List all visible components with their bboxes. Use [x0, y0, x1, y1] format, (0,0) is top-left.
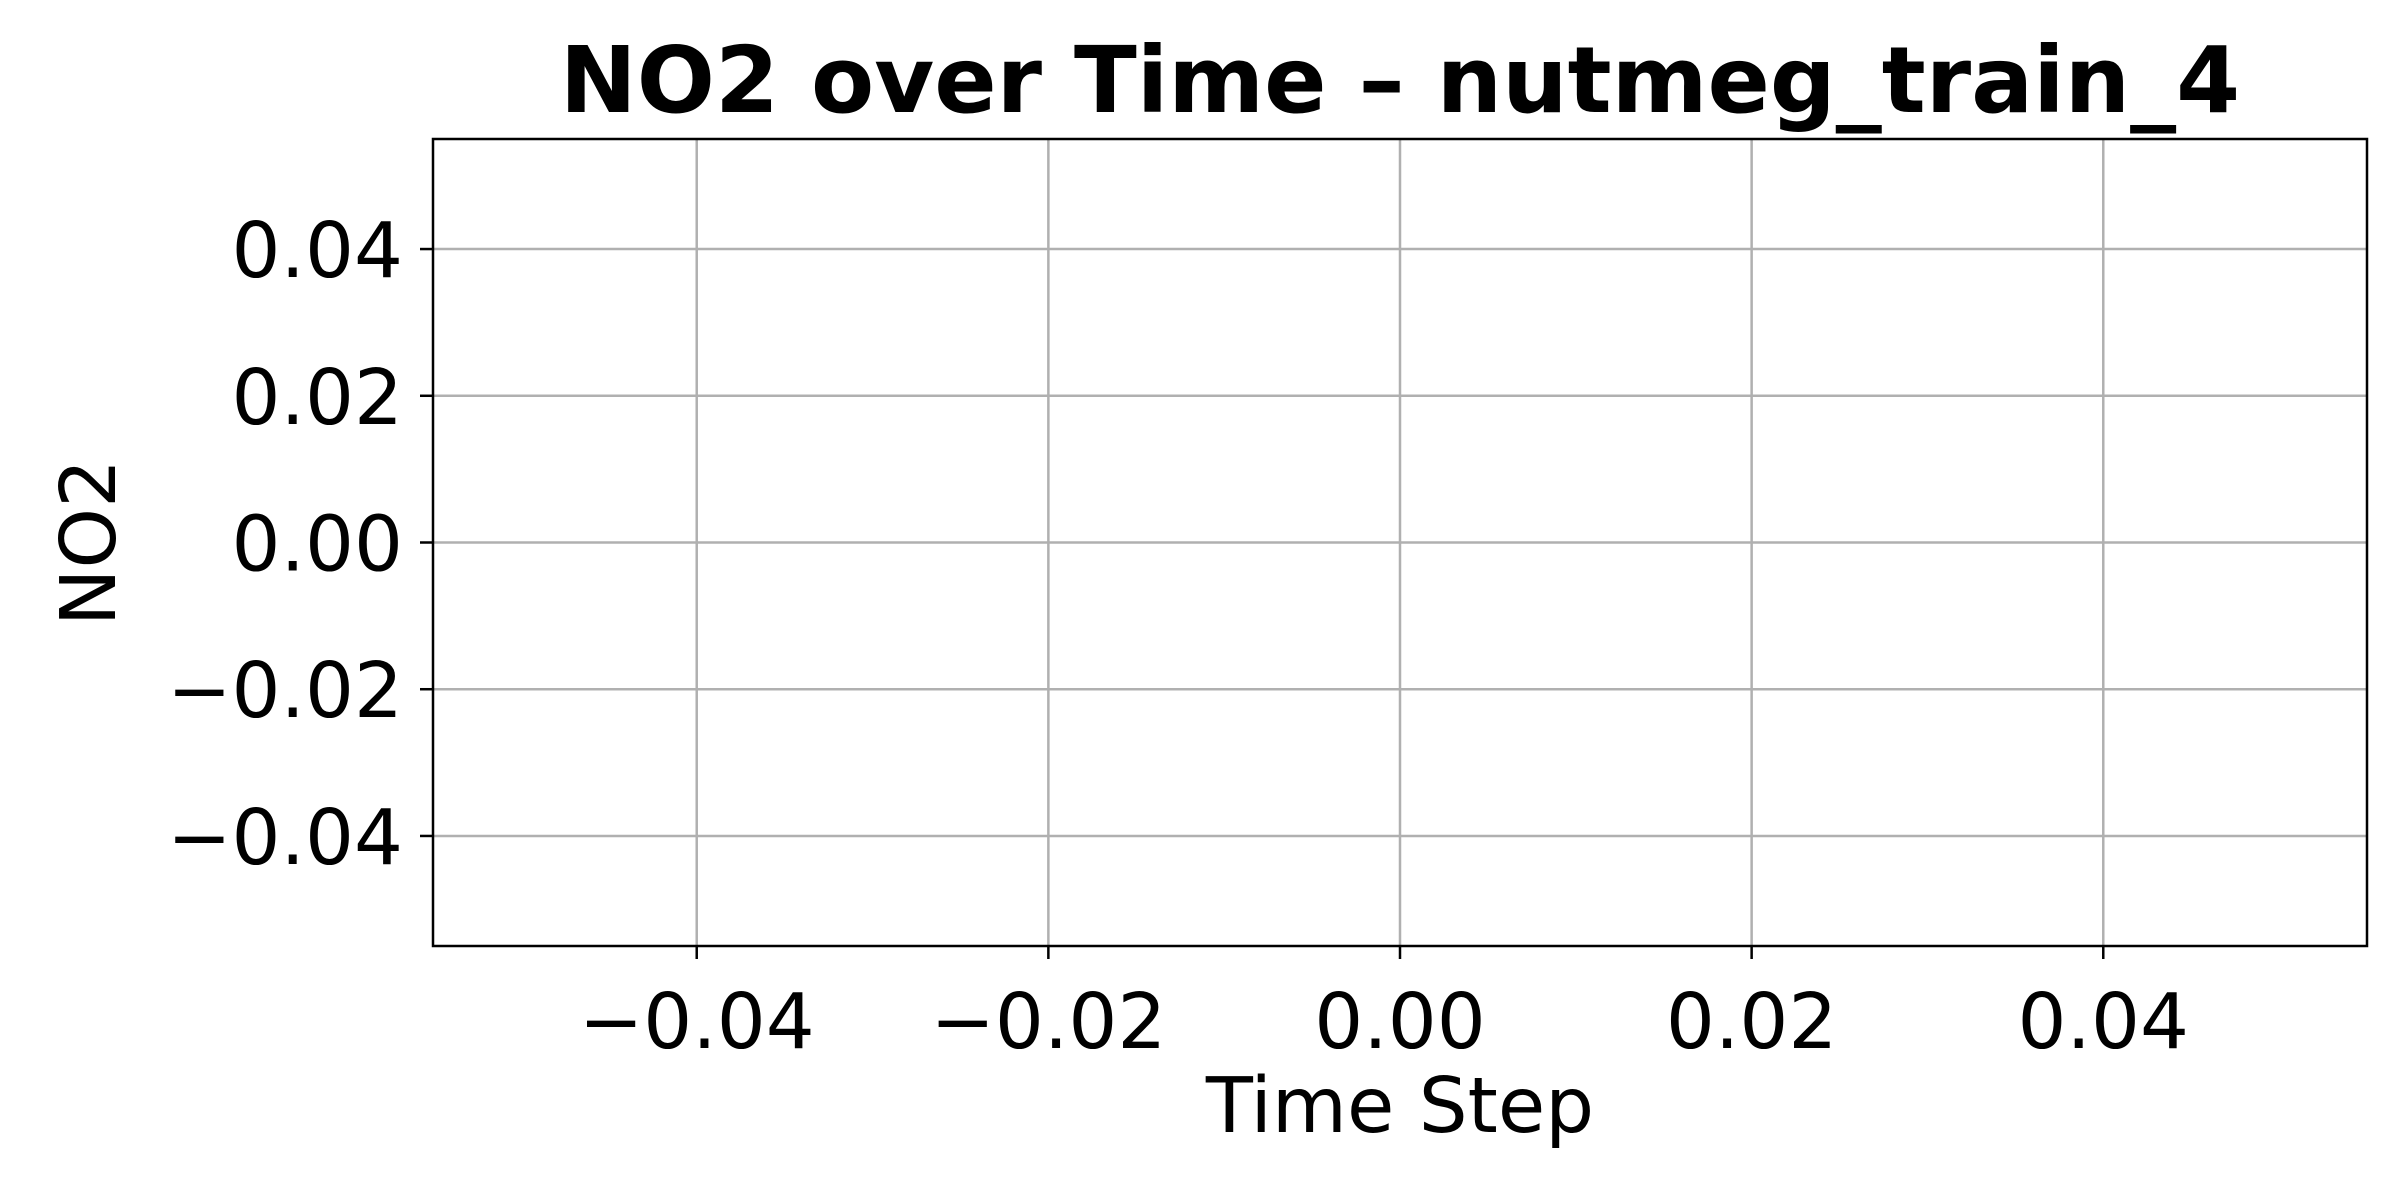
x-tick-label: −0.04: [579, 978, 815, 1067]
y-tick-label: −0.04: [167, 794, 403, 883]
y-tick-label: −0.02: [167, 647, 403, 736]
x-axis-label: Time Step: [1205, 1062, 1594, 1151]
y-tick-label: 0.00: [232, 501, 403, 590]
chart-title: NO2 over Time – nutmeg_train_4: [560, 27, 2240, 134]
y-axis-label: NO2: [45, 459, 134, 626]
x-tick-label: 0.04: [2018, 978, 2189, 1067]
x-tick-label: −0.02: [930, 978, 1166, 1067]
y-tick-label: 0.04: [232, 207, 403, 296]
x-tick-label: 0.02: [1666, 978, 1837, 1067]
grid-lines: [433, 139, 2367, 946]
y-tick-label: 0.02: [232, 354, 403, 443]
x-tick-label: 0.00: [1314, 978, 1485, 1067]
axis-ticks: −0.04 −0.02 0.00 0.02 0.04 −0.04 −0.02 0.00 0.02…: [167, 207, 2189, 1067]
